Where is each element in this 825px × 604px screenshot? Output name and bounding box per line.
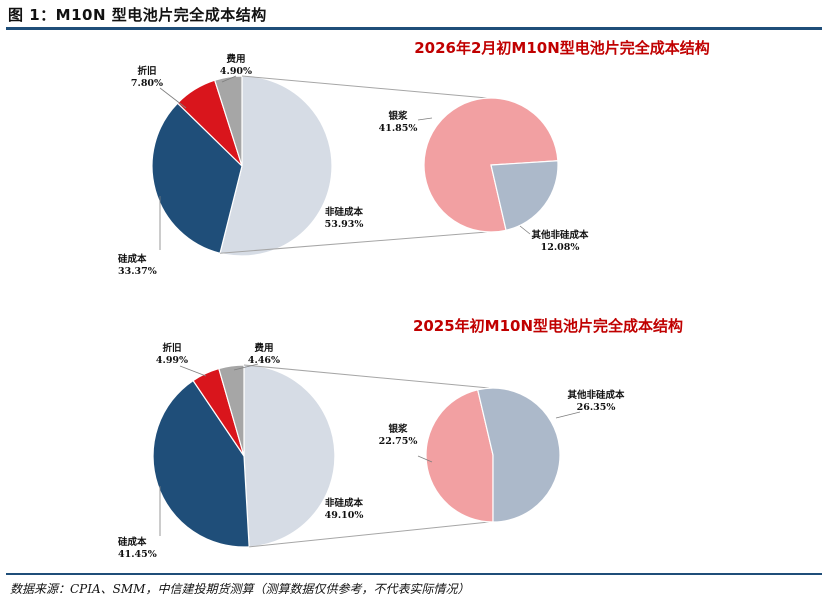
leader-line <box>555 411 581 419</box>
slice-label: 硅成本 <box>118 536 147 548</box>
slice-label: 费用 <box>226 53 245 65</box>
pie-slice <box>218 364 245 457</box>
slice-value-label: 4.99% <box>156 355 188 366</box>
slice-value-label: 4.46% <box>248 355 280 366</box>
pie-slice <box>151 102 243 254</box>
slice-label: 折旧 <box>162 342 181 354</box>
slice-label: 其他非硅成本 <box>531 229 589 241</box>
slice-label: 银浆 <box>388 423 408 435</box>
figure-title: 图 1：M10N 型电池片完全成本结构 <box>8 6 267 24</box>
leader-line <box>221 75 237 83</box>
pie-slice <box>219 75 333 257</box>
slice-label: 银浆 <box>388 110 408 122</box>
bottom-rule <box>6 573 822 575</box>
leader-line <box>179 365 207 377</box>
slice-value-label: 26.35% <box>577 402 616 413</box>
leader-line <box>233 363 259 371</box>
slice-value-label: 41.45% <box>118 549 157 560</box>
source-note: 数据来源：CPIA、SMM，中信建投期货测算（测算数据仅供参考，不代表实际情况） <box>10 582 470 596</box>
slice-value-label: 22.75% <box>379 436 418 447</box>
slice-value-label: 4.90% <box>220 66 252 77</box>
slice-label: 其他非硅成本 <box>567 389 625 401</box>
slice-label: 费用 <box>254 342 273 354</box>
slice-label: 硅成本 <box>118 253 147 265</box>
slice-label: 非硅成本 <box>325 497 364 509</box>
slice-value-label: 49.10% <box>325 510 364 521</box>
slice-value-label: 12.08% <box>541 242 580 253</box>
top-rule <box>6 27 822 30</box>
breakdown-slice <box>490 160 559 232</box>
slice-value-label: 33.37% <box>118 266 157 277</box>
leader-line <box>519 225 531 235</box>
slice-label: 折旧 <box>137 65 156 77</box>
leader-line <box>417 455 433 463</box>
pie-slice <box>213 75 243 167</box>
connector-line <box>243 364 490 389</box>
connector-line <box>249 521 490 548</box>
panel-1-title: 2026年2月初M10N型电池片完全成本结构 <box>414 39 710 57</box>
breakdown-slice <box>425 389 494 523</box>
slice-value-label: 7.80% <box>131 78 163 89</box>
pie-slice <box>243 364 336 548</box>
leader-line <box>417 117 433 121</box>
connector-line <box>219 231 488 254</box>
pie-slice <box>152 379 250 548</box>
slice-label: 非硅成本 <box>325 206 364 218</box>
panel-2-title: 2025年初M10N型电池片完全成本结构 <box>413 317 683 335</box>
connector-line <box>241 75 488 99</box>
slice-value-label: 53.93% <box>325 219 364 230</box>
slice-value-label: 41.85% <box>379 123 418 134</box>
leader-line <box>159 87 187 109</box>
breakdown-slice <box>476 387 561 523</box>
